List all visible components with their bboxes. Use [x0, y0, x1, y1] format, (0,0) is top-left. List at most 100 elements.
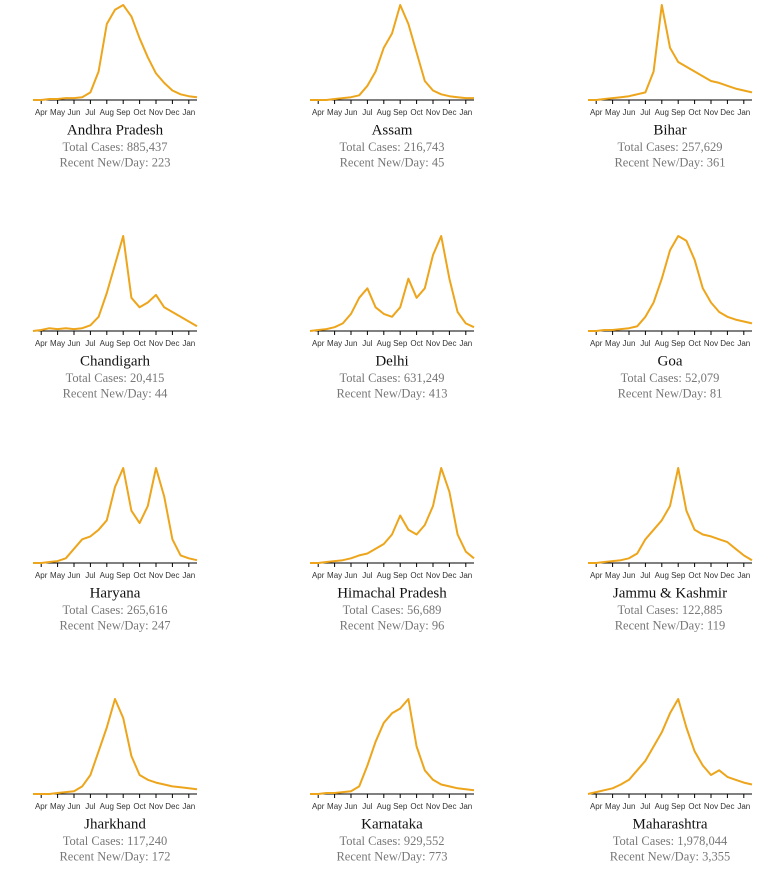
- x-tick-label: Oct: [133, 802, 146, 811]
- x-tick-label: Sep: [393, 108, 408, 117]
- x-tick-label: Dec: [165, 802, 179, 811]
- x-tick-label: Jun: [68, 108, 81, 117]
- x-tick-label: Jan: [737, 571, 750, 580]
- line: [33, 4, 198, 101]
- panel: Apr May Jun Jul Aug Sep Oct Nov Dec Jan Goa Total C…: [588, 235, 753, 400]
- x-tick-label: Oct: [133, 571, 146, 580]
- x-tick-label: Jul: [640, 339, 650, 348]
- x-tick-label: Jul: [640, 802, 650, 811]
- x-tick-label: Aug: [100, 339, 114, 348]
- x-tick-label: Sep: [393, 802, 408, 811]
- state-name: Haryana: [90, 585, 141, 601]
- x-tick-label: Jan: [459, 108, 472, 117]
- x-tick-label: May: [327, 108, 342, 117]
- x-tick-label: Jun: [345, 108, 358, 117]
- x-tick-label: Jun: [623, 571, 636, 580]
- x-tick-label: Nov: [149, 339, 163, 348]
- x-tick-label: Jun: [345, 571, 358, 580]
- x-tick-label: Apr: [312, 571, 325, 580]
- x-tick-label: Jul: [640, 108, 650, 117]
- x-tick-label: Dec: [720, 571, 734, 580]
- x-tick-label: Jun: [623, 108, 636, 117]
- x-tick-label: May: [327, 339, 342, 348]
- line: [310, 4, 474, 101]
- x-tick-label: Oct: [133, 339, 146, 348]
- state-name: Maharashtra: [633, 816, 708, 832]
- x-tick-label: Sep: [116, 802, 131, 811]
- x-tick-label: Dec: [442, 802, 456, 811]
- x-tick-label: Jun: [68, 339, 81, 348]
- state-name: Jharkhand: [84, 816, 146, 832]
- x-tick-label: Nov: [704, 571, 718, 580]
- x-tick-label: Jan: [737, 108, 750, 117]
- x-tick-label: Jun: [68, 571, 81, 580]
- state-name: Jammu & Kashmir: [613, 585, 727, 601]
- x-tick-label: Oct: [410, 108, 423, 117]
- annotation: Recent New/Day: 44: [63, 386, 169, 400]
- annotation: Total Cases: 885,437: [62, 140, 167, 154]
- x-tick-label: Nov: [149, 802, 163, 811]
- x-tick-label: Sep: [671, 802, 686, 811]
- x-tick-label: Jan: [459, 571, 472, 580]
- state-name: Bihar: [653, 122, 686, 138]
- annotation: Total Cases: 257,629: [617, 140, 722, 154]
- state-name: Assam: [372, 122, 413, 138]
- x-tick-label: Jul: [85, 571, 95, 580]
- x-tick-label: May: [605, 571, 620, 580]
- annotation: Total Cases: 117,240: [63, 834, 168, 848]
- x-tick-label: Apr: [35, 339, 48, 348]
- x-tick-label: Nov: [704, 339, 718, 348]
- x-tick-label: Oct: [688, 339, 701, 348]
- x-tick-label: Jul: [640, 571, 650, 580]
- state-name: Andhra Pradesh: [67, 122, 164, 138]
- annotation: Total Cases: 216,743: [339, 140, 444, 154]
- x-tick-label: Sep: [671, 108, 686, 117]
- x-tick-label: Nov: [149, 108, 163, 117]
- x-tick-label: Aug: [100, 108, 114, 117]
- x-tick-label: Sep: [393, 571, 408, 580]
- x-tick-label: Apr: [590, 802, 603, 811]
- annotation: Total Cases: 52,079: [621, 371, 720, 385]
- x-tick-label: Aug: [100, 802, 114, 811]
- x-tick-label: Dec: [442, 571, 456, 580]
- x-tick-label: Sep: [671, 339, 686, 348]
- x-tick-label: Nov: [149, 571, 163, 580]
- annotation: Recent New/Day: 413: [336, 386, 447, 400]
- x-tick-label: Oct: [410, 802, 423, 811]
- panel: Apr May Jun Jul Aug Sep Oct Nov Dec Jan Jammu & Ka…: [588, 467, 753, 632]
- x-tick-label: Apr: [35, 802, 48, 811]
- x-tick-label: Dec: [442, 339, 456, 348]
- x-tick-label: Aug: [377, 108, 391, 117]
- line: [33, 698, 198, 795]
- x-tick-label: Aug: [100, 571, 114, 580]
- x-tick-label: May: [50, 339, 65, 348]
- line: [33, 467, 198, 564]
- panel: Apr May Jun Jul Aug Sep Oct Nov Dec Jan Karnataka T…: [310, 698, 475, 863]
- x-tick-label: Oct: [410, 571, 423, 580]
- x-tick-label: Dec: [165, 108, 179, 117]
- x-tick-label: May: [327, 571, 342, 580]
- x-tick-label: Nov: [426, 339, 440, 348]
- x-tick-label: Jul: [362, 108, 372, 117]
- x-tick-label: Dec: [720, 339, 734, 348]
- panel: Apr May Jun Jul Aug Sep Oct Nov Dec Jan Delhi Total…: [309, 235, 475, 400]
- x-tick-label: Dec: [720, 802, 734, 811]
- x-tick-label: Jul: [85, 108, 95, 117]
- annotation: Total Cases: 20,415: [66, 371, 165, 385]
- x-tick-label: Oct: [410, 339, 423, 348]
- x-tick-label: Aug: [655, 339, 669, 348]
- line: [588, 235, 753, 332]
- line: [32, 235, 198, 332]
- annotation: Recent New/Day: 172: [59, 849, 170, 863]
- x-tick-label: Aug: [377, 802, 391, 811]
- x-tick-label: Nov: [426, 802, 440, 811]
- x-tick-label: May: [605, 802, 620, 811]
- x-tick-label: Jan: [459, 339, 472, 348]
- x-tick-label: Aug: [655, 802, 669, 811]
- x-tick-label: Apr: [312, 802, 325, 811]
- x-tick-label: Apr: [312, 339, 325, 348]
- annotation: Total Cases: 122,885: [617, 603, 722, 617]
- x-tick-label: Jan: [737, 802, 750, 811]
- annotation: Total Cases: 631,249: [339, 371, 444, 385]
- x-tick-label: Jun: [345, 802, 358, 811]
